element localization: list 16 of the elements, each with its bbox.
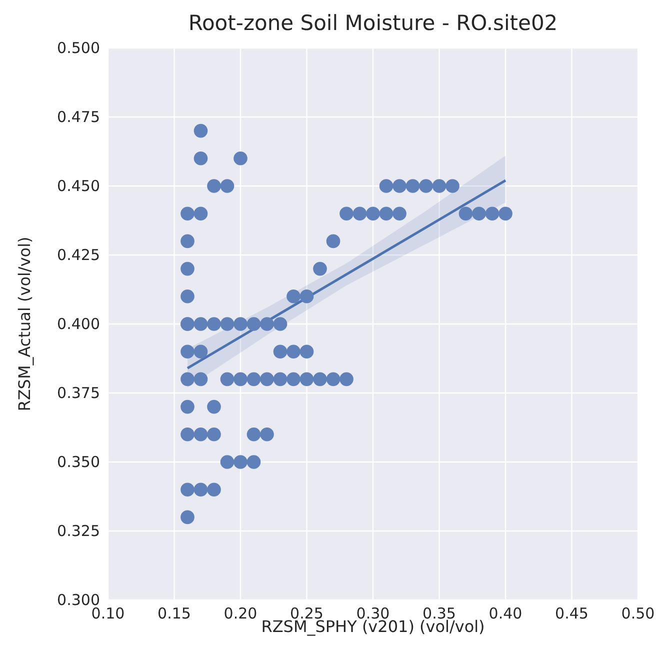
x-tick-label: 0.20 bbox=[224, 604, 258, 623]
y-axis-title: RZSM_Actual (vol/vol) bbox=[15, 236, 34, 412]
chart-title: Root-zone Soil Moisture - RO.site02 bbox=[188, 11, 558, 35]
line-series bbox=[186, 179, 507, 370]
x-tick-label: 0.45 bbox=[555, 604, 588, 623]
y-tick-label: 0.425 bbox=[57, 246, 100, 264]
y-tick-label: 0.325 bbox=[57, 522, 100, 540]
x-tick-label: 0.50 bbox=[621, 604, 655, 623]
y-tick-label: 0.475 bbox=[57, 108, 100, 126]
y-tick-label: 0.375 bbox=[57, 384, 100, 402]
y-tick-label: 0.500 bbox=[57, 38, 100, 57]
x-tick-label: 0.40 bbox=[488, 604, 522, 623]
y-tick-label: 0.350 bbox=[57, 452, 100, 471]
y-tick-label: 0.400 bbox=[57, 314, 100, 333]
x-tick-label: 0.15 bbox=[158, 604, 191, 623]
y-tick-label: 0.450 bbox=[57, 176, 100, 195]
